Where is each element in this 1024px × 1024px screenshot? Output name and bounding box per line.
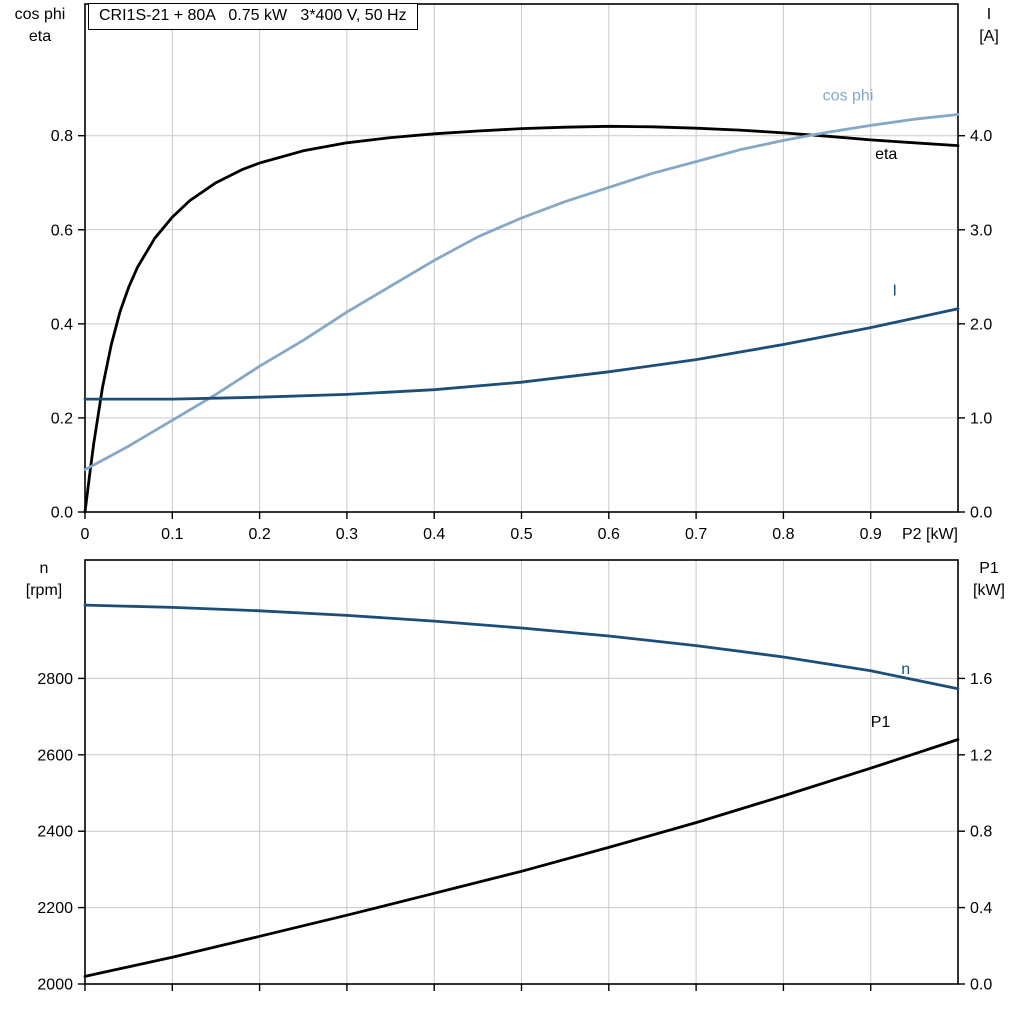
left-tick-label: 0.4 bbox=[51, 316, 73, 333]
curve-cos-phi bbox=[83, 113, 960, 472]
y-axis-label-speed-unit: [rpm] bbox=[25, 582, 63, 599]
right-tick-label: 1.0 bbox=[970, 410, 992, 427]
right-tick-label: 0.8 bbox=[970, 824, 992, 841]
x-tick-label: 0 bbox=[81, 526, 90, 543]
right-tick-label: 0.0 bbox=[970, 977, 992, 994]
right-tick-label: 0.4 bbox=[970, 900, 992, 917]
chart-title-box: CRI1S-21 + 80A 0.75 kW 3*400 V, 50 Hz bbox=[88, 3, 418, 30]
curve-label-I: I bbox=[893, 283, 897, 300]
x-tick-label: 0.3 bbox=[336, 526, 358, 543]
x-tick-label: 0.6 bbox=[598, 526, 620, 543]
y-axis-label-p1: P1 bbox=[979, 560, 999, 577]
left-tick-label: 2800 bbox=[37, 671, 73, 688]
y-axis-label-current-unit: [A] bbox=[979, 28, 999, 45]
curve-eta bbox=[83, 124, 960, 514]
left-tick-label: 2200 bbox=[37, 900, 73, 917]
right-tick-label: 0.0 bbox=[970, 505, 992, 522]
curve-label-P1: P1 bbox=[871, 714, 891, 731]
y-axis-label-current: I bbox=[986, 6, 992, 23]
right-tick-label: 4.0 bbox=[970, 128, 992, 145]
x-tick-label: 0.2 bbox=[248, 526, 270, 543]
left-tick-label: 0.0 bbox=[51, 505, 73, 522]
y-axis-label-p1-unit: [kW] bbox=[973, 582, 1005, 599]
right-tick-label: 1.2 bbox=[970, 747, 992, 764]
left-tick-label: 0.8 bbox=[51, 128, 73, 145]
left-tick-label: 2000 bbox=[37, 977, 73, 994]
x-tick-label: 0.1 bbox=[161, 526, 183, 543]
x-tick-label: 0.9 bbox=[860, 526, 882, 543]
curve-n bbox=[83, 603, 960, 691]
x-tick-label: 0.7 bbox=[685, 526, 707, 543]
curve-P1 bbox=[83, 738, 960, 978]
left-tick-label: 2400 bbox=[37, 824, 73, 841]
left-tick-label: 2600 bbox=[37, 747, 73, 764]
bottom-left-axis-title: n [rpm] bbox=[4, 558, 84, 602]
y-axis-label-cos-phi: cos phi bbox=[14, 6, 66, 23]
curve-label-eta: eta bbox=[875, 146, 897, 163]
left-tick-label: 0.6 bbox=[51, 222, 73, 239]
x-tick-label: 0.4 bbox=[423, 526, 445, 543]
right-tick-label: 1.6 bbox=[970, 671, 992, 688]
y-axis-label-eta: eta bbox=[28, 28, 52, 45]
left-tick-label: 0.2 bbox=[51, 410, 73, 427]
right-tick-label: 3.0 bbox=[970, 222, 992, 239]
x-tick-label: 0.8 bbox=[772, 526, 794, 543]
y-axis-label-speed: n bbox=[39, 560, 49, 577]
curve-I bbox=[83, 307, 960, 401]
bottom-right-axis-title: P1 [kW] bbox=[956, 558, 1022, 602]
x-tick-label: 0.5 bbox=[510, 526, 532, 543]
top-left-axis-title: cos phi eta bbox=[0, 4, 80, 48]
curve-label-cos-phi: cos phi bbox=[823, 87, 874, 104]
right-tick-label: 2.0 bbox=[970, 316, 992, 333]
x-axis-unit-label: P2 [kW] bbox=[902, 526, 958, 543]
curve-label-n: n bbox=[901, 661, 910, 678]
top-right-axis-title: I [A] bbox=[956, 4, 1022, 48]
